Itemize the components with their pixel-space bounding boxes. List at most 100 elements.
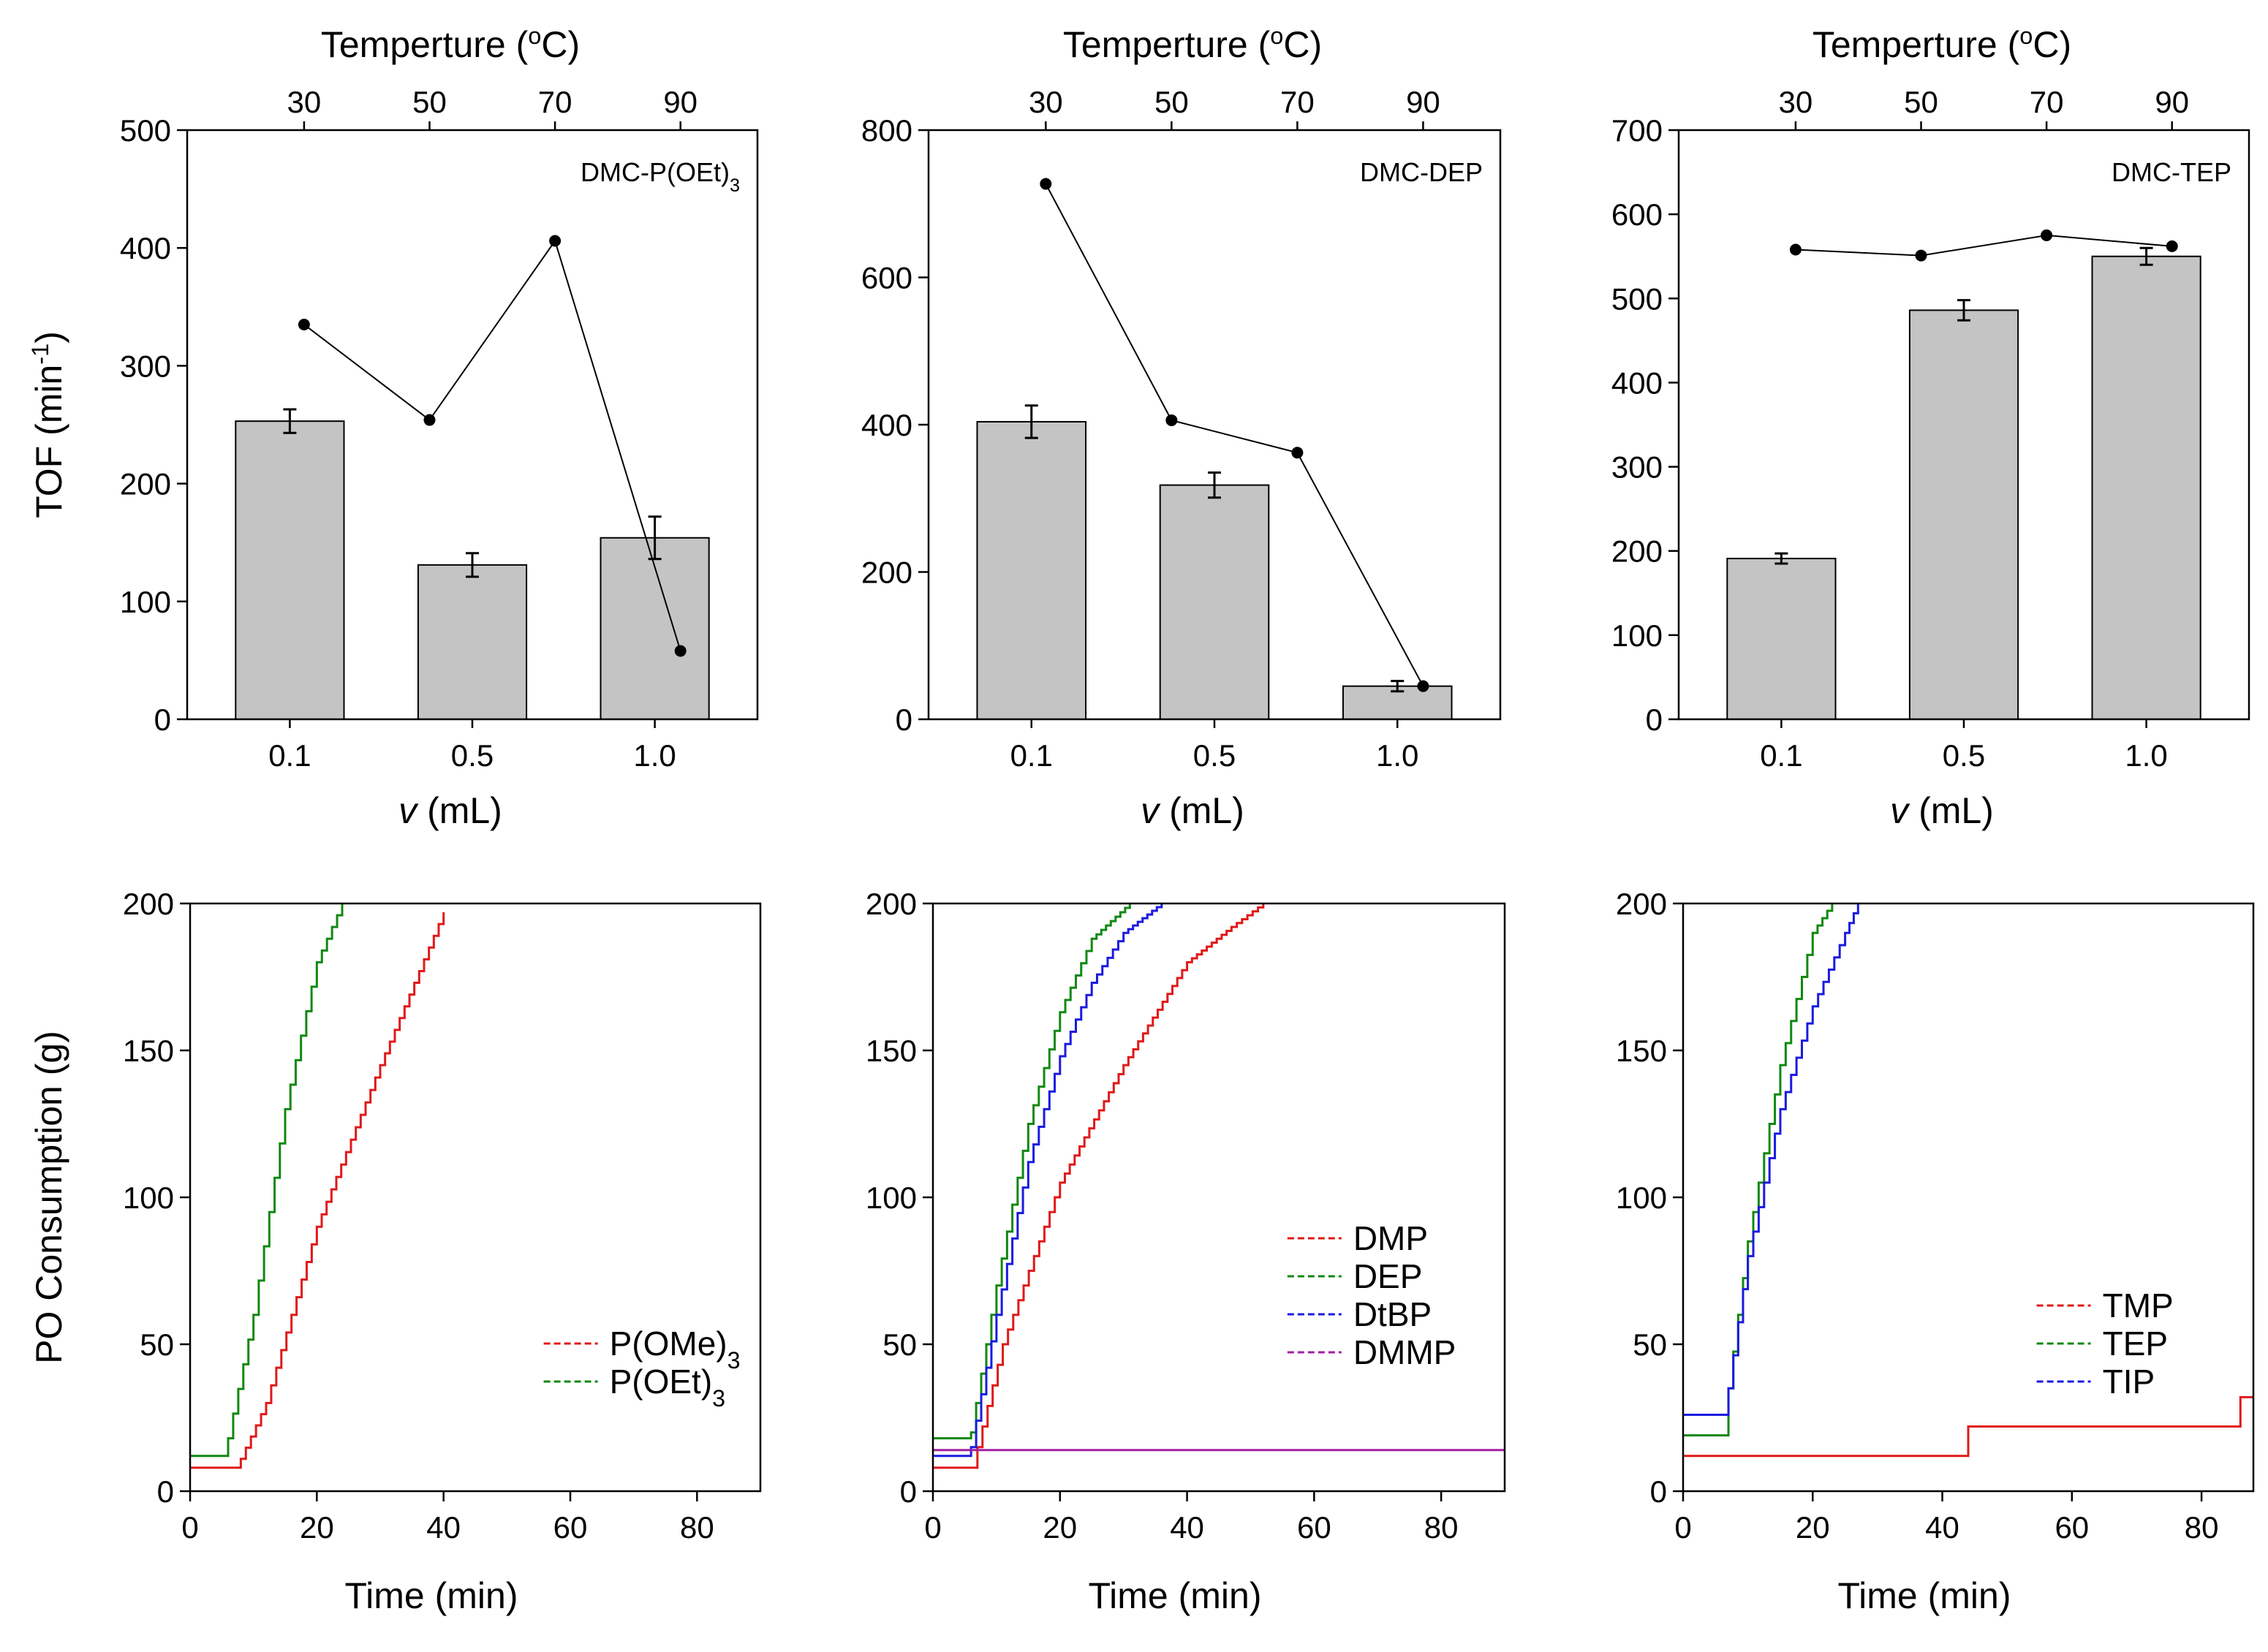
top-axis-title: Temperture (oC) (1063, 23, 1322, 65)
y-tick-label: 100 (866, 1181, 917, 1215)
legend-label: P(OEt)3 (610, 1363, 725, 1412)
legend-label: DEP (1353, 1257, 1423, 1295)
top-axis-tick-label: 70 (538, 85, 572, 119)
tof-bar (1726, 558, 1837, 720)
tof-bar (417, 564, 528, 720)
x-tick-label: 20 (1796, 1510, 1830, 1545)
tof-bar (235, 420, 345, 720)
y-tick-label: 200 (120, 467, 171, 501)
top-axis-tick-label: 90 (2155, 85, 2189, 119)
y-tick-label: 100 (1611, 618, 1663, 653)
series-line-tmp (1683, 1395, 2253, 1458)
legend-label: TEP (2103, 1325, 2168, 1363)
y-tick-label: 100 (120, 585, 171, 619)
x-tick-label: 80 (680, 1510, 714, 1545)
y-tick-label: 0 (154, 702, 171, 737)
temperature-point (1789, 243, 1802, 256)
po-consumption-panel-phosphites: 0 50 100 150 200 0 20 40 60 80 Time (min) PO Consum… (29, 887, 762, 1616)
temperature-point (674, 645, 687, 657)
top-axis-tick-label: 70 (1280, 85, 1315, 119)
y-tick-label: 400 (861, 408, 912, 442)
tof-bar (1159, 484, 1270, 720)
x-tick-label: 40 (426, 1510, 461, 1545)
x-tick-label: 60 (1297, 1510, 1331, 1545)
y-tick-label: 600 (861, 261, 912, 295)
x-tick-label: 20 (300, 1510, 334, 1545)
plot-frame (1682, 902, 2255, 1493)
x-tick-label: 20 (1043, 1510, 1077, 1545)
top-axis-title: Temperture (oC) (321, 23, 580, 65)
y-tick-label: 300 (120, 349, 171, 383)
y-tick-label: 50 (1633, 1327, 1667, 1362)
x-tick-label: 0.1 (1010, 738, 1053, 773)
x-tick-label: 0.5 (1943, 738, 1985, 773)
y-tick-label: 500 (120, 113, 171, 148)
series-line-dmp (933, 903, 1265, 1469)
x-axis-title: v (mL) (1890, 790, 1994, 831)
temperature-point (423, 414, 436, 426)
x-tick-label: 0.1 (268, 738, 311, 773)
x-tick-label: 0 (1674, 1510, 1691, 1545)
top-axis-tick-label: 50 (1154, 85, 1189, 119)
x-tick-label: 40 (1925, 1510, 1959, 1545)
x-axis-title: v (mL) (1141, 790, 1244, 831)
y-tick-label: 800 (861, 113, 912, 148)
y-tick-label: 0 (896, 702, 912, 737)
x-tick-label: 80 (1424, 1510, 1459, 1545)
y-tick-label: 0 (1646, 702, 1663, 737)
x-tick-label: 40 (1170, 1510, 1204, 1545)
y-tick-label: 200 (861, 556, 912, 590)
temperature-point (2041, 229, 2053, 241)
temperature-point (1417, 680, 1429, 692)
x-tick-label: 1.0 (633, 738, 676, 773)
legend-label: P(OMe)3 (610, 1325, 741, 1373)
temperature-point (1165, 414, 1178, 426)
y-tick-label: 0 (900, 1474, 917, 1509)
temperature-series-line (1795, 234, 2172, 257)
tof-bar (2091, 255, 2201, 720)
legend-label: TMP (2103, 1287, 2174, 1325)
top-axis-tick-label: 30 (287, 85, 322, 119)
x-tick-label: 80 (2185, 1510, 2219, 1545)
top-axis-tick-label: 30 (1779, 85, 1813, 119)
top-axis-tick-label: 70 (2030, 85, 2064, 119)
legend-label: DMMP (1353, 1333, 1456, 1371)
x-tick-label: 1.0 (1376, 738, 1418, 773)
x-axis-title: Time (min) (1837, 1575, 2011, 1616)
temperature-point (1291, 447, 1304, 459)
y-axis-title: TOF (min-1) (27, 331, 69, 518)
y-tick-label: 50 (140, 1327, 174, 1362)
top-axis-tick-label: 30 (1029, 85, 1063, 119)
x-axis-title: Time (min) (1088, 1575, 1261, 1616)
y-tick-label: 200 (1616, 887, 1667, 921)
top-axis-title: Temperture (oC) (1812, 23, 2071, 65)
series-line-tip (1683, 903, 1859, 1416)
series-line-p-ome-3 (190, 912, 445, 1469)
y-tick-label: 150 (1616, 1034, 1667, 1068)
x-tick-label: 0.1 (1760, 738, 1802, 773)
x-tick-label: 0 (924, 1510, 941, 1545)
x-axis-title: Time (min) (344, 1575, 518, 1616)
temperature-point (1915, 249, 1927, 262)
temperature-point (2166, 240, 2178, 252)
panel-label: DMC-DEP (1360, 157, 1483, 187)
x-tick-label: 0.5 (451, 738, 494, 773)
y-tick-label: 700 (1611, 113, 1663, 148)
temperature-series-line (303, 239, 681, 651)
tof-bar (1908, 309, 2019, 720)
y-tick-label: 100 (123, 1181, 174, 1215)
top-axis-tick-label: 50 (412, 85, 447, 119)
y-tick-label: 200 (1611, 534, 1663, 569)
y-tick-label: 50 (882, 1327, 917, 1362)
x-axis-title: v (mL) (398, 790, 502, 831)
y-tick-label: 150 (123, 1034, 174, 1068)
panel-label: DMC-P(OEt)3 (581, 157, 740, 196)
po-consumption-panel-phosphates: 0 50 100 150 200 0 20 40 60 80 Time (min) DMPDEPDtB… (866, 887, 1506, 1616)
y-tick-label: 500 (1611, 281, 1663, 316)
y-tick-label: 400 (120, 231, 171, 265)
y-tick-label: 200 (123, 887, 174, 921)
series-line-tep (1683, 903, 1834, 1437)
temperature-point (549, 235, 562, 247)
